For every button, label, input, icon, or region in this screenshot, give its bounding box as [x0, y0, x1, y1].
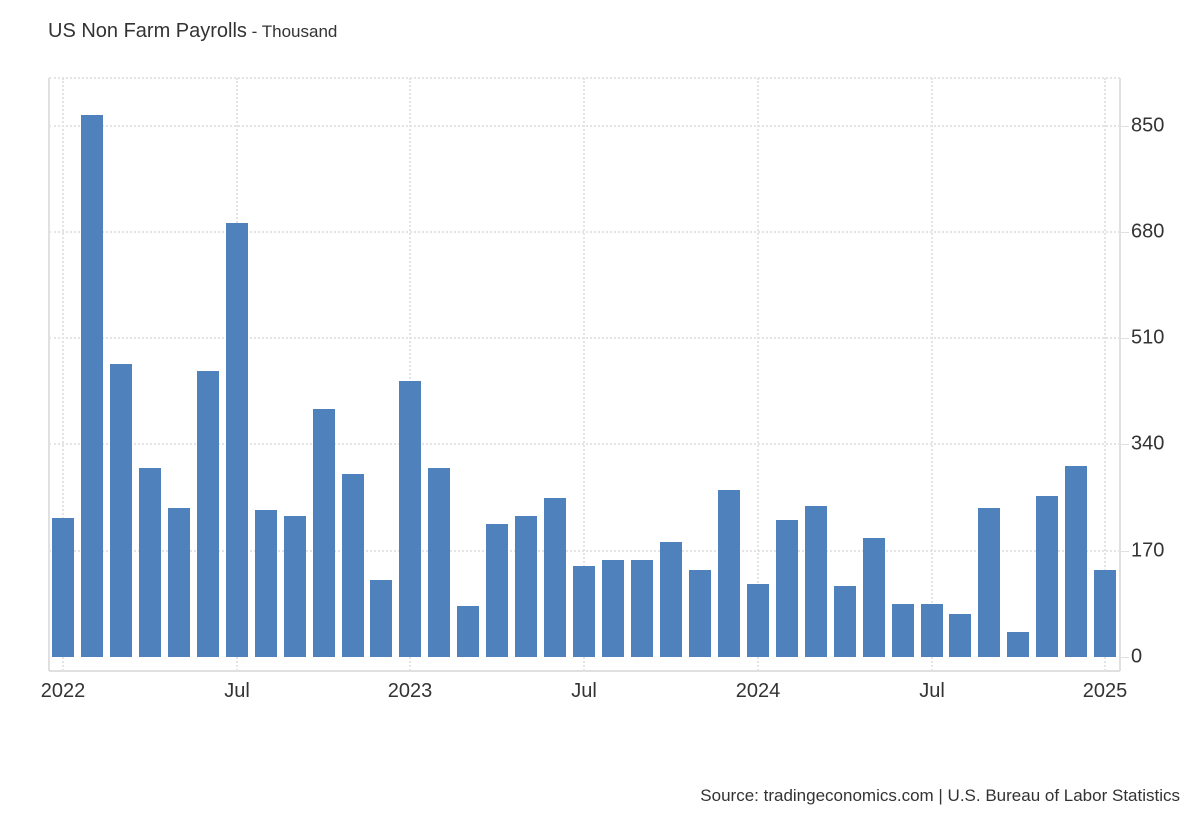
x-axis-label: 2024	[735, 680, 781, 702]
bar-oct-2024[interactable]	[1007, 631, 1029, 657]
chart-title: US Non Farm Payrolls - Thousand	[48, 20, 337, 43]
bar-nov-2023[interactable]	[689, 570, 711, 657]
chart-unit: - Thousand	[246, 22, 338, 41]
vertical-gridline	[409, 78, 411, 671]
x-axis-label: 2022	[40, 680, 86, 702]
bar-jan-2025[interactable]	[1094, 570, 1116, 657]
bar-feb-2023[interactable]	[428, 468, 450, 657]
x-axis-label: 2025	[1082, 680, 1128, 702]
chart-title-text: US Non Farm Payrolls	[48, 20, 247, 42]
x-axis-label: Jul	[919, 680, 945, 702]
bar-apr-2024[interactable]	[834, 586, 856, 657]
bar-apr-2022[interactable]	[139, 468, 161, 657]
bar-mar-2024[interactable]	[805, 506, 827, 657]
x-axis-line	[49, 670, 1120, 672]
bar-jul-2024[interactable]	[921, 603, 943, 657]
bar-dec-2024[interactable]	[1065, 466, 1087, 657]
x-axis-label: Jul	[571, 680, 597, 702]
bar-dec-2023[interactable]	[718, 490, 740, 657]
bar-mar-2023[interactable]	[457, 606, 479, 657]
vertical-gridline	[1104, 78, 1106, 671]
bar-sep-2024[interactable]	[978, 508, 1000, 657]
bar-may-2023[interactable]	[515, 516, 537, 657]
x-axis-label: Jul	[224, 680, 250, 702]
bar-aug-2022[interactable]	[255, 510, 277, 657]
y-axis-label: 170	[1129, 539, 1165, 563]
source-attribution: Source: tradingeconomics.com | U.S. Bure…	[700, 786, 1180, 805]
bar-mar-2022[interactable]	[110, 364, 132, 657]
bar-apr-2023[interactable]	[486, 524, 508, 657]
bar-jun-2023[interactable]	[544, 498, 566, 657]
y-axis-label: 850	[1129, 114, 1165, 137]
x-axis-label: 2023	[387, 680, 433, 702]
bar-jun-2022[interactable]	[197, 370, 219, 657]
bar-aug-2023[interactable]	[602, 560, 624, 657]
y-axis-line	[1119, 78, 1121, 671]
bar-jan-2022[interactable]	[52, 518, 74, 657]
y-axis-label: 340	[1129, 432, 1165, 456]
bar-oct-2023[interactable]	[660, 541, 682, 657]
bar-feb-2022[interactable]	[81, 114, 103, 657]
bar-aug-2024[interactable]	[949, 613, 971, 657]
bar-jan-2024[interactable]	[747, 583, 769, 657]
bar-jul-2023[interactable]	[573, 566, 595, 657]
vertical-gridline	[62, 78, 64, 671]
bar-nov-2022[interactable]	[342, 474, 364, 657]
y-axis-label: 0	[1129, 645, 1143, 669]
bar-may-2024[interactable]	[863, 538, 885, 657]
vertical-gridline	[583, 78, 585, 671]
y-axis-label: 510	[1129, 326, 1165, 350]
bar-may-2022[interactable]	[168, 508, 190, 657]
bar-sep-2022[interactable]	[284, 516, 306, 657]
bar-jun-2024[interactable]	[892, 603, 914, 657]
bar-dec-2022[interactable]	[370, 580, 392, 657]
bar-feb-2024[interactable]	[776, 520, 798, 657]
bar-jul-2022[interactable]	[226, 223, 248, 657]
bar-sep-2023[interactable]	[631, 560, 653, 657]
bar-jan-2023[interactable]	[399, 380, 421, 657]
vertical-gridline	[757, 78, 759, 671]
y-axis-label: 680	[1129, 220, 1165, 244]
bar-oct-2022[interactable]	[313, 408, 335, 657]
plot-left-border	[48, 78, 50, 671]
vertical-gridline	[931, 78, 933, 671]
bar-nov-2024[interactable]	[1036, 496, 1058, 657]
